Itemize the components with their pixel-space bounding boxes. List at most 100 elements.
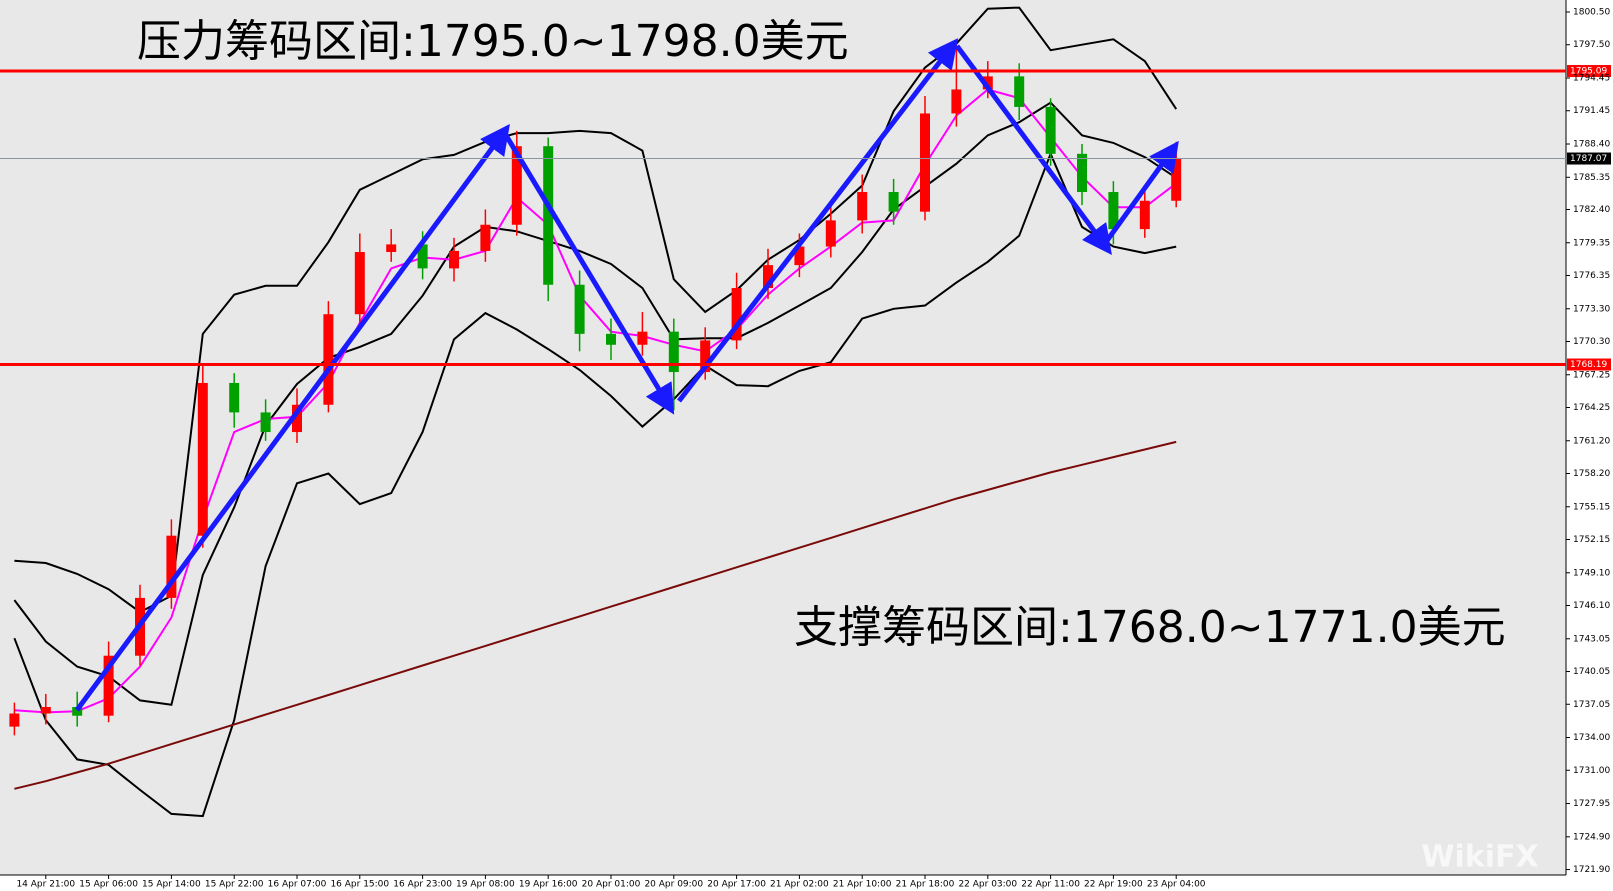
x-tick-label: 15 Apr 14:00	[142, 880, 201, 890]
plot-area	[0, 0, 1566, 875]
price-level-tag	[1567, 358, 1611, 371]
candle-body	[417, 244, 428, 269]
candle-body	[668, 331, 679, 373]
y-tick-label: 1785.35	[1573, 173, 1610, 183]
x-tick-label: 15 Apr 06:00	[79, 880, 138, 890]
y-tick-label: 1791.45	[1573, 106, 1610, 116]
x-tick-label: 16 Apr 23:00	[393, 880, 452, 890]
candle-body	[197, 382, 208, 536]
candle-body	[574, 284, 585, 334]
candle-body	[323, 314, 334, 405]
candle-body	[543, 146, 554, 285]
price-level-label: 1787.07	[1570, 154, 1607, 164]
indicator-layer	[13, 6, 1178, 818]
candle-body	[857, 192, 868, 221]
y-tick-label: 1770.30	[1573, 337, 1610, 347]
candle-body	[1045, 106, 1056, 154]
candle-body	[700, 340, 711, 373]
x-tick-label: 15 Apr 22:00	[205, 880, 264, 890]
candle-body	[40, 706, 51, 714]
watermark: WikiFX	[1421, 840, 1538, 875]
trend-arrow	[677, 38, 959, 403]
y-tick-label: 1767.25	[1573, 370, 1610, 380]
y-tick-label: 1737.05	[1573, 700, 1610, 710]
price-level-tag	[1567, 65, 1611, 78]
candle-body	[637, 331, 648, 345]
candle-body	[888, 192, 899, 212]
candle-body	[103, 655, 114, 716]
candle-body	[229, 382, 240, 413]
candle-body	[1108, 192, 1119, 230]
y-tick-label: 1734.00	[1573, 733, 1610, 743]
trend-arrow	[1103, 140, 1179, 244]
x-tick-label: 16 Apr 07:00	[268, 880, 327, 890]
x-tick-label: 19 Apr 08:00	[456, 880, 515, 890]
x-tick-label: 22 Apr 11:00	[1021, 880, 1080, 890]
candle-body	[292, 404, 302, 433]
x-tick-label: 21 Apr 18:00	[896, 880, 955, 890]
x-tick-label: 22 Apr 19:00	[1084, 880, 1143, 890]
candle-body	[166, 535, 177, 598]
indicator-line	[14, 440, 1177, 790]
candle-body	[920, 113, 930, 212]
y-tick-label: 1749.10	[1573, 568, 1610, 578]
candle-body	[763, 265, 773, 289]
y-tick-label: 1727.95	[1573, 799, 1610, 809]
trend-arrow	[74, 123, 510, 712]
candle-body	[449, 250, 459, 269]
indicator-line	[14, 6, 1178, 614]
y-tick-label: 1773.30	[1573, 304, 1610, 314]
y-tick-label: 1752.15	[1573, 535, 1610, 545]
candle-body	[982, 76, 993, 90]
axis-layer: 1800.50 1797.50 1794.45 1791.45 1788.40 1785.…	[16, 8, 1610, 890]
y-tick-label: 1779.35	[1573, 238, 1610, 248]
indicator-line	[14, 88, 1177, 714]
candle-body	[1077, 153, 1087, 193]
x-tick-label: 23 Apr 04:00	[1147, 880, 1206, 890]
resistance-annotation: 压力筹码区间:1795.0~1798.0美元	[137, 16, 849, 67]
y-tick-label: 1721.90	[1573, 865, 1610, 875]
candle-body	[731, 288, 742, 341]
x-tick-label: 21 Apr 02:00	[770, 880, 829, 890]
candle-body	[511, 146, 522, 225]
y-tick-label: 1724.90	[1573, 832, 1610, 842]
x-tick-label: 22 Apr 03:00	[958, 880, 1017, 890]
x-tick-label: 19 Apr 16:00	[519, 880, 578, 890]
candle-body	[951, 89, 962, 114]
y-tick-label: 1746.10	[1573, 601, 1610, 611]
y-tick-label: 1761.20	[1573, 436, 1610, 446]
y-tick-label: 1764.25	[1573, 403, 1610, 413]
arrow-layer	[74, 38, 1179, 712]
y-tick-label: 1758.20	[1573, 469, 1610, 479]
x-tick-label: 20 Apr 01:00	[582, 880, 641, 890]
price-level-label: 1768.19	[1570, 360, 1607, 370]
price-level-tag	[1567, 152, 1611, 165]
candle-body	[794, 246, 805, 266]
candle-body	[1171, 158, 1182, 201]
candle-body	[9, 713, 20, 727]
candle-body	[480, 224, 491, 251]
y-tick-label: 1788.40	[1573, 140, 1610, 150]
candle-body	[1139, 200, 1150, 230]
support-annotation: 支撑筹码区间:1768.0~1771.0美元	[794, 602, 1506, 653]
indicator-line	[13, 151, 1177, 818]
x-tick-label: 14 Apr 21:00	[16, 880, 75, 890]
y-tick-label: 1755.15	[1573, 502, 1610, 512]
y-tick-label: 1776.35	[1573, 271, 1610, 281]
x-tick-label: 21 Apr 10:00	[833, 880, 892, 890]
candle-body	[72, 706, 83, 716]
x-tick-label: 20 Apr 09:00	[644, 880, 703, 890]
y-tick-label: 1740.05	[1573, 667, 1610, 677]
x-tick-label: 20 Apr 17:00	[707, 880, 766, 890]
candle-body	[1014, 76, 1025, 107]
candle-body	[260, 412, 271, 433]
level-layer: 1795.09 1768.19 1787.07	[0, 65, 1611, 371]
y-tick-label: 1794.45	[1573, 74, 1610, 84]
candle-body	[606, 333, 616, 345]
y-tick-label: 1743.05	[1573, 634, 1610, 644]
y-tick-label: 1797.50	[1573, 40, 1610, 50]
y-tick-label: 1731.00	[1573, 766, 1610, 776]
y-tick-label: 1782.40	[1573, 205, 1610, 215]
candle-body	[354, 252, 365, 315]
